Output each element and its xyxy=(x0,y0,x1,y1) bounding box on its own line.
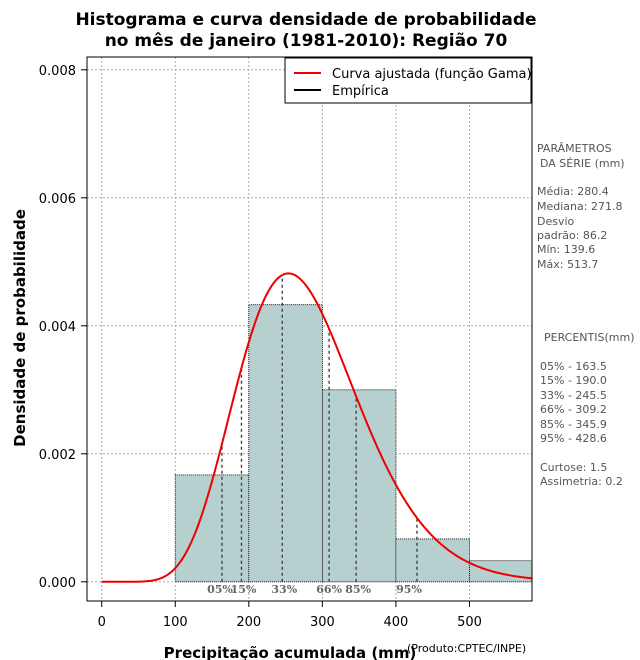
x-tick-label: 300 xyxy=(310,615,335,630)
histogram-bars xyxy=(174,304,532,583)
stat-median: Mediana: 271.8 xyxy=(537,200,622,213)
params-heading-line-1: PARÂMETROS xyxy=(537,142,612,155)
legend-box xyxy=(284,57,532,104)
percentile-label: 15% xyxy=(231,583,257,596)
histogram-bar xyxy=(321,389,397,583)
percentile-label: 95% xyxy=(396,583,422,596)
y-tick-label: 0.006 xyxy=(39,192,76,207)
stat-mean: Média: 280.4 xyxy=(537,185,609,198)
chart-title-line-1: Histograma e curva densidade de probabil… xyxy=(75,10,536,30)
histogram-bar xyxy=(174,474,250,583)
params-heading-line-2: DA SÉRIE (mm) xyxy=(540,157,625,170)
histogram-bar xyxy=(395,538,470,583)
x-tick-label: 100 xyxy=(163,615,188,630)
y-tick-label: 0.002 xyxy=(39,448,76,463)
legend-label-empirical: Empírica xyxy=(332,84,389,99)
x-axis-label: Precipitação acumulada (mm) xyxy=(164,644,417,660)
x-tick-label: 200 xyxy=(236,615,261,630)
legend: Curva ajustada (função Gama) Empírica xyxy=(284,57,532,104)
x-tick-label: 0 xyxy=(98,615,106,630)
histogram-bar xyxy=(248,304,323,583)
product-credit: (Produto:CPTEC/INPE) xyxy=(407,642,526,655)
gamma-fit-curve xyxy=(101,272,532,583)
y-tick-label: 0.008 xyxy=(39,64,76,79)
y-axis: 0.000 0.002 0.004 0.006 0.008 xyxy=(39,64,87,591)
percentile-markers: 05%15% 33% 66% 85% 95% xyxy=(207,275,422,596)
legend-label-fitted: Curva ajustada (função Gama) xyxy=(332,67,532,82)
stat-min: Mín: 139.6 xyxy=(537,243,595,256)
stat-kurtosis: Curtose: 1.5 xyxy=(540,461,607,474)
percentil-66: 66% - 309.2 xyxy=(540,403,607,416)
percentil-05: 05% - 163.5 xyxy=(540,360,607,373)
y-axis-label: Densidade de probabilidade xyxy=(11,209,29,447)
percentil-33: 33% - 245.5 xyxy=(540,389,607,402)
series-parameters-panel: PARÂMETROS DA SÉRIE (mm) Média: 280.4 Me… xyxy=(537,142,635,488)
percentil-85: 85% - 345.9 xyxy=(540,418,607,431)
chart-title-line-2: no mês de janeiro (1981-2010): Região 70 xyxy=(105,31,508,51)
stat-std-label: Desvio xyxy=(537,215,575,228)
percentile-label: 05% xyxy=(207,583,233,596)
percentile-label: 85% xyxy=(345,583,371,596)
x-tick-label: 500 xyxy=(457,615,482,630)
y-tick-label: 0.000 xyxy=(39,576,76,591)
percentil-95: 95% - 428.6 xyxy=(540,432,607,445)
y-tick-label: 0.004 xyxy=(39,320,76,335)
percentil-15: 15% - 190.0 xyxy=(540,374,607,387)
stat-skewness: Assimetria: 0.2 xyxy=(540,475,623,488)
percentile-label: 66% xyxy=(316,583,342,596)
x-axis: 0 100 200 300 400 500 xyxy=(98,601,482,630)
percentis-heading: PERCENTIS(mm) xyxy=(544,331,635,344)
stat-max: Máx: 513.7 xyxy=(537,258,598,271)
x-tick-label: 400 xyxy=(384,615,409,630)
percentile-label: 33% xyxy=(271,583,297,596)
stat-std-value: padrão: 86.2 xyxy=(537,229,607,242)
plot-frame xyxy=(86,56,533,602)
